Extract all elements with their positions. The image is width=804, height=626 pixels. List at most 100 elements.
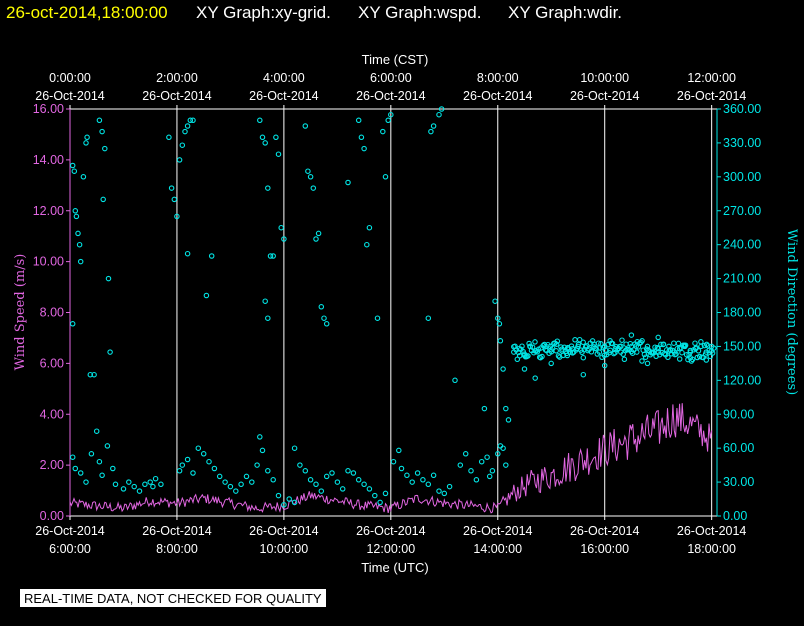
bottom-axis-ticks: 26-Oct-2014 6:00:00 26-Oct-2014 8:00:00 26-O… — [35, 516, 746, 556]
wind-direction-point — [396, 447, 402, 454]
wind-direction-point — [503, 405, 509, 412]
wind-direction-point — [618, 343, 624, 350]
wind-direction-point — [166, 134, 172, 141]
bottom-tick-time-6: 18:00:00 — [687, 542, 736, 556]
wind-direction-point — [364, 241, 370, 248]
wind-direction-point — [497, 443, 504, 449]
left-tick-label-8: 16.00 — [33, 102, 64, 116]
wind-direction-point — [302, 468, 309, 474]
bottom-tick-time-1: 8:00:00 — [156, 542, 198, 556]
wind-direction-point — [72, 465, 79, 472]
header-title-xy-grid: XY Graph:xy-grid. — [196, 3, 331, 22]
wind-direction-point — [69, 162, 76, 169]
wind-direction-point — [711, 345, 717, 351]
wind-direction-point — [638, 339, 644, 346]
wind-direction-point — [703, 341, 710, 348]
wind-direction-point — [318, 488, 325, 494]
wind-direction-point — [112, 481, 119, 488]
wind-direction-point — [430, 123, 437, 129]
wind-direction-point — [227, 483, 234, 490]
wind-direction-point — [262, 298, 268, 304]
left-tick-label-7: 14.00 — [33, 153, 64, 167]
wind-direction-point — [355, 477, 362, 483]
bottom-tick-time-5: 16:00:00 — [580, 542, 629, 556]
wind-direction-point — [682, 342, 689, 348]
wind-direction-point — [270, 477, 276, 483]
wind-direction-point — [267, 253, 274, 259]
wind-direction-point — [302, 123, 309, 129]
wind-direction-point — [99, 472, 105, 479]
wind-direction-point — [631, 347, 637, 353]
wind-direction-point — [644, 360, 651, 367]
wind-direction-point — [96, 458, 103, 465]
wind-direction-point — [492, 298, 498, 304]
left-tick-label-3: 6.00 — [40, 356, 64, 370]
wind-direction-point — [549, 345, 556, 351]
wind-direction-point — [709, 350, 716, 356]
wind-direction-point — [104, 443, 111, 449]
wind-direction-point — [99, 128, 105, 135]
wind-direction-point — [187, 117, 194, 124]
header-timestamp: 26-oct-2014,18:00:00 — [6, 3, 168, 22]
wind-direction-point — [297, 462, 303, 468]
wind-direction-point — [593, 345, 599, 352]
wind-direction-point — [671, 340, 677, 346]
wind-direction-point — [190, 470, 196, 476]
wind-direction-point — [580, 354, 587, 361]
wind-direction-point — [428, 128, 434, 135]
wind-direction-point — [529, 344, 536, 350]
wind-direction-point — [548, 360, 554, 367]
wind-direction-point — [588, 349, 595, 355]
top-tick-time-4: 8:00:00 — [477, 71, 519, 85]
wind-direction-point — [275, 492, 282, 499]
wind-direction-point — [126, 479, 132, 485]
wind-direction-point — [516, 352, 523, 359]
wind-direction-series — [69, 106, 717, 508]
wind-direction-point — [334, 479, 341, 485]
wind-direction-point — [655, 334, 661, 341]
top-tick-date-0: 26-Oct-2014 — [35, 89, 105, 103]
top-axis-ticks: 0:00:00 26-Oct-2014 2:00:00 26-Oct-2014 4:00… — [35, 71, 746, 109]
right-axis-label: Wind Direction (degrees) — [784, 229, 799, 395]
wind-direction-point — [100, 196, 106, 203]
top-tick-time-2: 4:00:00 — [263, 71, 305, 85]
wind-direction-point — [208, 253, 215, 259]
wind-direction-point — [366, 486, 373, 492]
wind-direction-point — [83, 479, 89, 485]
wind-direction-point — [315, 230, 322, 237]
wind-direction-point — [179, 142, 186, 148]
wind-direction-point — [257, 434, 263, 440]
wind-direction-point — [675, 340, 682, 347]
wind-direction-point — [539, 353, 545, 360]
wind-direction-point — [350, 470, 357, 476]
wind-direction-point — [541, 341, 548, 348]
left-tick-label-4: 8.00 — [40, 306, 64, 320]
wind-direction-point — [414, 470, 421, 476]
wind-direction-point — [374, 315, 381, 321]
wind-direction-point — [619, 337, 625, 343]
wind-direction-point — [436, 488, 442, 494]
wind-direction-point — [669, 347, 676, 354]
wind-direction-point — [580, 371, 587, 378]
wind-direction-point — [495, 451, 501, 457]
wind-direction-point — [184, 250, 191, 257]
wind-direction-point — [500, 366, 506, 372]
wind-direction-point — [195, 445, 202, 451]
wind-direction-point — [532, 375, 538, 381]
right-tick-label-7: 210.00 — [723, 272, 761, 286]
wind-direction-point — [695, 348, 702, 354]
wind-direction-point — [76, 241, 83, 248]
wind-direction-point — [136, 488, 143, 494]
wind-direction-point — [436, 111, 442, 118]
wind-direction-point — [84, 134, 90, 141]
left-tick-label-1: 2.00 — [40, 458, 64, 472]
wind-direction-point — [179, 462, 186, 468]
top-axis-label: Time (CST) — [362, 52, 429, 67]
header: 26-oct-2014,18:00:00 XY Graph:xy-grid. X… — [6, 3, 622, 22]
wind-direction-point — [404, 472, 410, 479]
wind-direction-point — [409, 479, 415, 485]
right-tick-label-11: 330.00 — [723, 136, 761, 150]
wind-direction-point — [589, 338, 596, 344]
wind-direction-point — [107, 349, 113, 355]
wind-direction-point — [222, 479, 228, 485]
